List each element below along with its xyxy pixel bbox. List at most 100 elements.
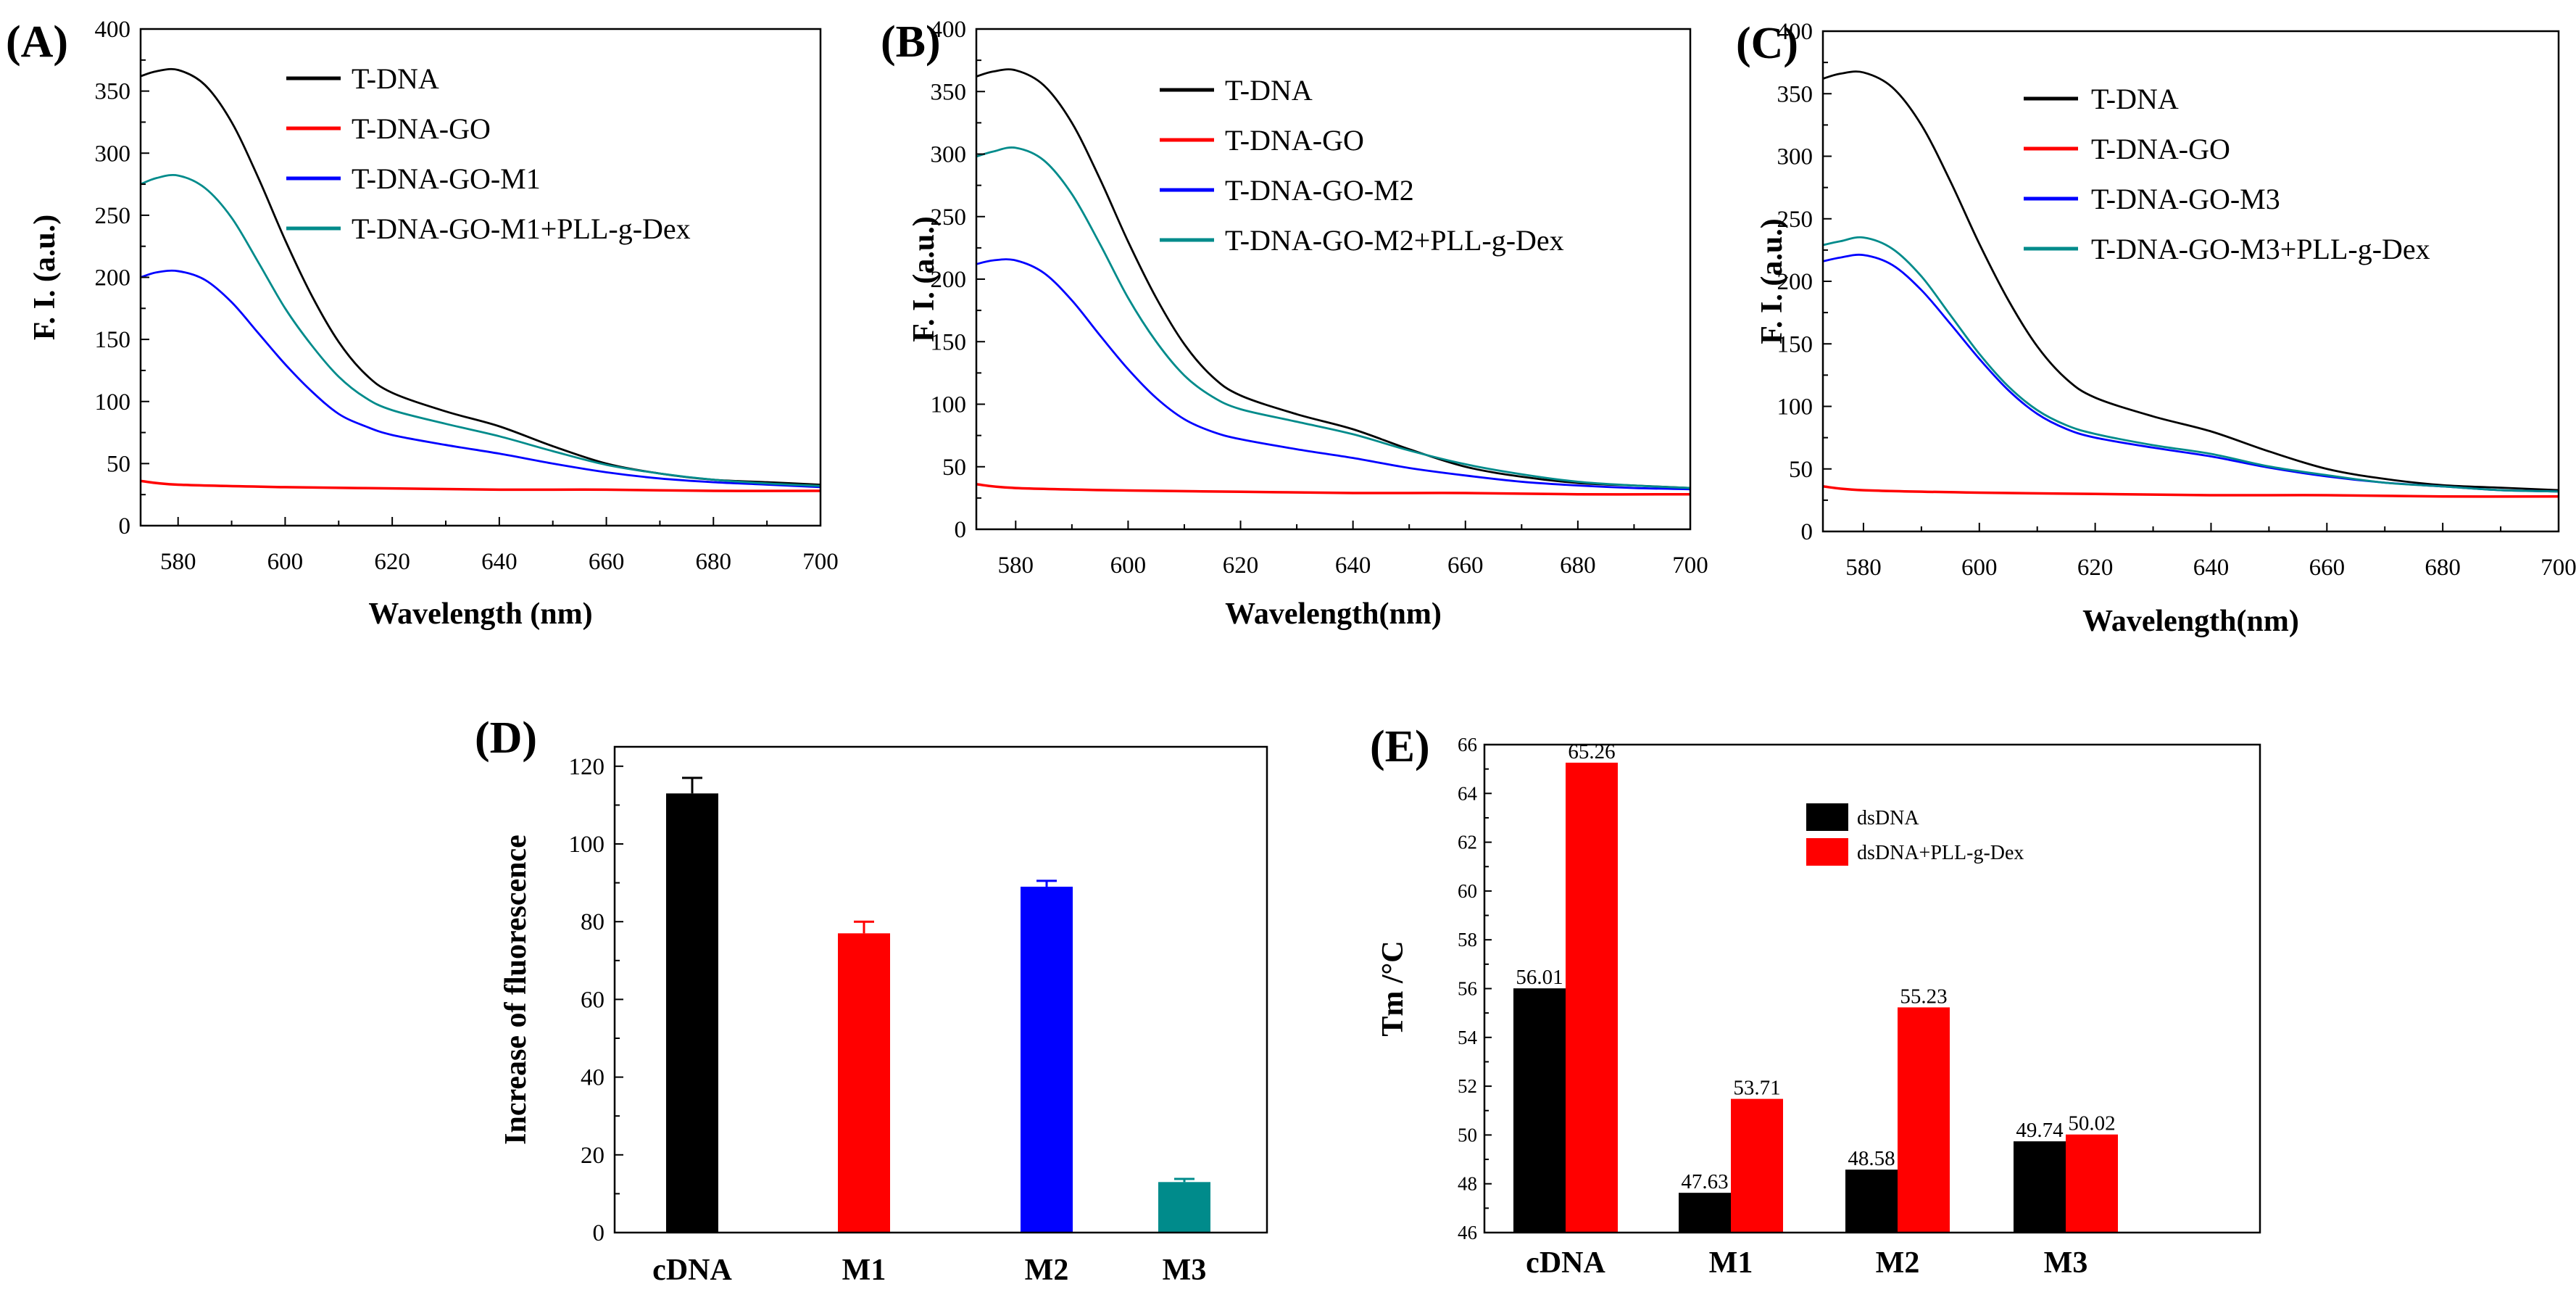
series-line-3 <box>1823 236 2559 493</box>
y-tick-label: 300 <box>1777 144 1813 170</box>
bar <box>1158 1182 1210 1233</box>
series-line-1 <box>976 483 1690 496</box>
x-tick-label: 640 <box>481 549 518 575</box>
series-line-2 <box>976 258 1690 491</box>
y-tick-label: 200 <box>95 265 131 291</box>
legend-label: T-DNA-GO-M1+PLL-g-Dex <box>352 212 691 245</box>
y-tick-label: 250 <box>1777 207 1813 233</box>
x-tick-label: 580 <box>998 552 1034 579</box>
category-label: M1 <box>842 1254 886 1287</box>
y-tick-label: 200 <box>1777 269 1813 295</box>
y-tick-label: 0 <box>119 513 131 539</box>
y-tick-label: 350 <box>1777 81 1813 107</box>
y-tick-label: 0 <box>955 517 967 543</box>
series-line-3 <box>976 146 1690 489</box>
series-line-3 <box>141 173 820 487</box>
bar <box>2066 1134 2118 1233</box>
bar <box>1566 762 1618 1233</box>
legend-swatch <box>1806 803 1848 831</box>
bar <box>1679 1193 1731 1233</box>
x-tick-label: 700 <box>1672 552 1708 579</box>
value-label: 65.26 <box>1568 740 1615 763</box>
series-line-1 <box>1823 485 2559 498</box>
x-tick-label: 600 <box>1961 555 1998 581</box>
legend-label: T-DNA-GO-M2+PLL-g-Dex <box>1225 224 1564 257</box>
category-label: M2 <box>1025 1254 1069 1287</box>
value-label: 47.63 <box>1681 1170 1728 1193</box>
legend-label: T-DNA-GO <box>2091 133 2230 165</box>
bar <box>1731 1098 1783 1233</box>
y-tick-label: 56 <box>1458 978 1477 1000</box>
y-tick-label: 62 <box>1458 832 1477 853</box>
y-axis-title: Tm /°C <box>1376 940 1410 1036</box>
bar <box>838 933 890 1233</box>
category-label: M3 <box>1163 1254 1207 1287</box>
panel-label: (D) <box>475 713 537 763</box>
x-tick-label: 660 <box>589 549 625 575</box>
y-axis-title: Increase of fluorescence <box>499 835 533 1145</box>
x-tick-label: 680 <box>2425 555 2461 581</box>
bar <box>666 793 718 1233</box>
y-tick-label: 150 <box>931 329 967 355</box>
category-label: M2 <box>1876 1246 1920 1280</box>
y-tick-label: 50 <box>1789 457 1813 483</box>
plot-frame <box>1821 30 2560 533</box>
y-tick-label: 150 <box>95 327 131 353</box>
legend-label: T-DNA-GO <box>1225 124 1364 157</box>
x-tick-label: 640 <box>2193 555 2230 581</box>
bar <box>1898 1007 1950 1233</box>
legend-label: T-DNA <box>2091 83 2179 115</box>
y-tick-label: 250 <box>95 203 131 229</box>
legend-label: dsDNA+PLL-g-Dex <box>1857 842 2024 864</box>
y-tick-label: 120 <box>569 754 605 780</box>
y-tick-label: 50 <box>107 451 130 477</box>
category-label: cDNA <box>1526 1246 1605 1280</box>
series-line-1 <box>141 479 820 492</box>
y-tick-label: 350 <box>95 79 131 105</box>
y-tick-label: 50 <box>942 455 966 481</box>
x-tick-label: 580 <box>1845 555 1882 581</box>
category-label: M1 <box>1709 1246 1753 1280</box>
y-tick-label: 250 <box>931 204 967 231</box>
value-label: 50.02 <box>2068 1112 2115 1135</box>
x-tick-label: 640 <box>1335 552 1371 579</box>
y-tick-label: 58 <box>1458 929 1477 951</box>
x-tick-label: 580 <box>160 549 196 575</box>
x-tick-label: 620 <box>1223 552 1259 579</box>
y-tick-label: 60 <box>581 987 604 1013</box>
y-tick-label: 200 <box>931 267 967 293</box>
category-label: M3 <box>2044 1246 2088 1280</box>
y-axis-title: F. I. (a.u.) <box>1756 218 1789 344</box>
x-tick-label: 680 <box>1560 552 1596 579</box>
plot-frame <box>613 745 1268 1234</box>
panel-label: (A) <box>6 17 68 67</box>
y-tick-label: 350 <box>931 79 967 105</box>
bar <box>1513 988 1566 1233</box>
legend-label: T-DNA-GO <box>352 112 491 145</box>
legend-label: T-DNA-GO-M1 <box>352 162 541 195</box>
y-tick-label: 80 <box>581 909 604 935</box>
bar <box>1021 886 1073 1233</box>
bar <box>2014 1141 2066 1233</box>
x-tick-label: 660 <box>2309 555 2346 581</box>
y-axis-title: F. I. (a.u.) <box>907 216 941 341</box>
y-tick-label: 400 <box>1777 19 1813 45</box>
y-axis-title: F. I. (a.u.) <box>28 215 62 340</box>
y-tick-label: 54 <box>1458 1027 1478 1048</box>
legend-label: T-DNA <box>352 62 439 95</box>
y-tick-label: 20 <box>581 1143 604 1169</box>
y-tick-label: 300 <box>931 142 967 168</box>
x-tick-label: 700 <box>2540 555 2576 581</box>
value-label: 49.74 <box>2016 1119 2064 1142</box>
y-tick-label: 150 <box>1777 331 1813 357</box>
x-axis-title: Wavelength(nm) <box>1225 597 1442 631</box>
y-tick-label: 300 <box>95 141 131 167</box>
y-tick-label: 50 <box>1458 1124 1477 1146</box>
y-tick-label: 60 <box>1458 880 1477 902</box>
value-label: 53.71 <box>1733 1077 1780 1100</box>
legend-label: T-DNA-GO-M2 <box>1225 174 1414 207</box>
y-tick-label: 48 <box>1458 1173 1477 1195</box>
y-tick-label: 64 <box>1458 782 1478 804</box>
x-tick-label: 700 <box>802 549 839 575</box>
x-tick-label: 620 <box>2077 555 2114 581</box>
